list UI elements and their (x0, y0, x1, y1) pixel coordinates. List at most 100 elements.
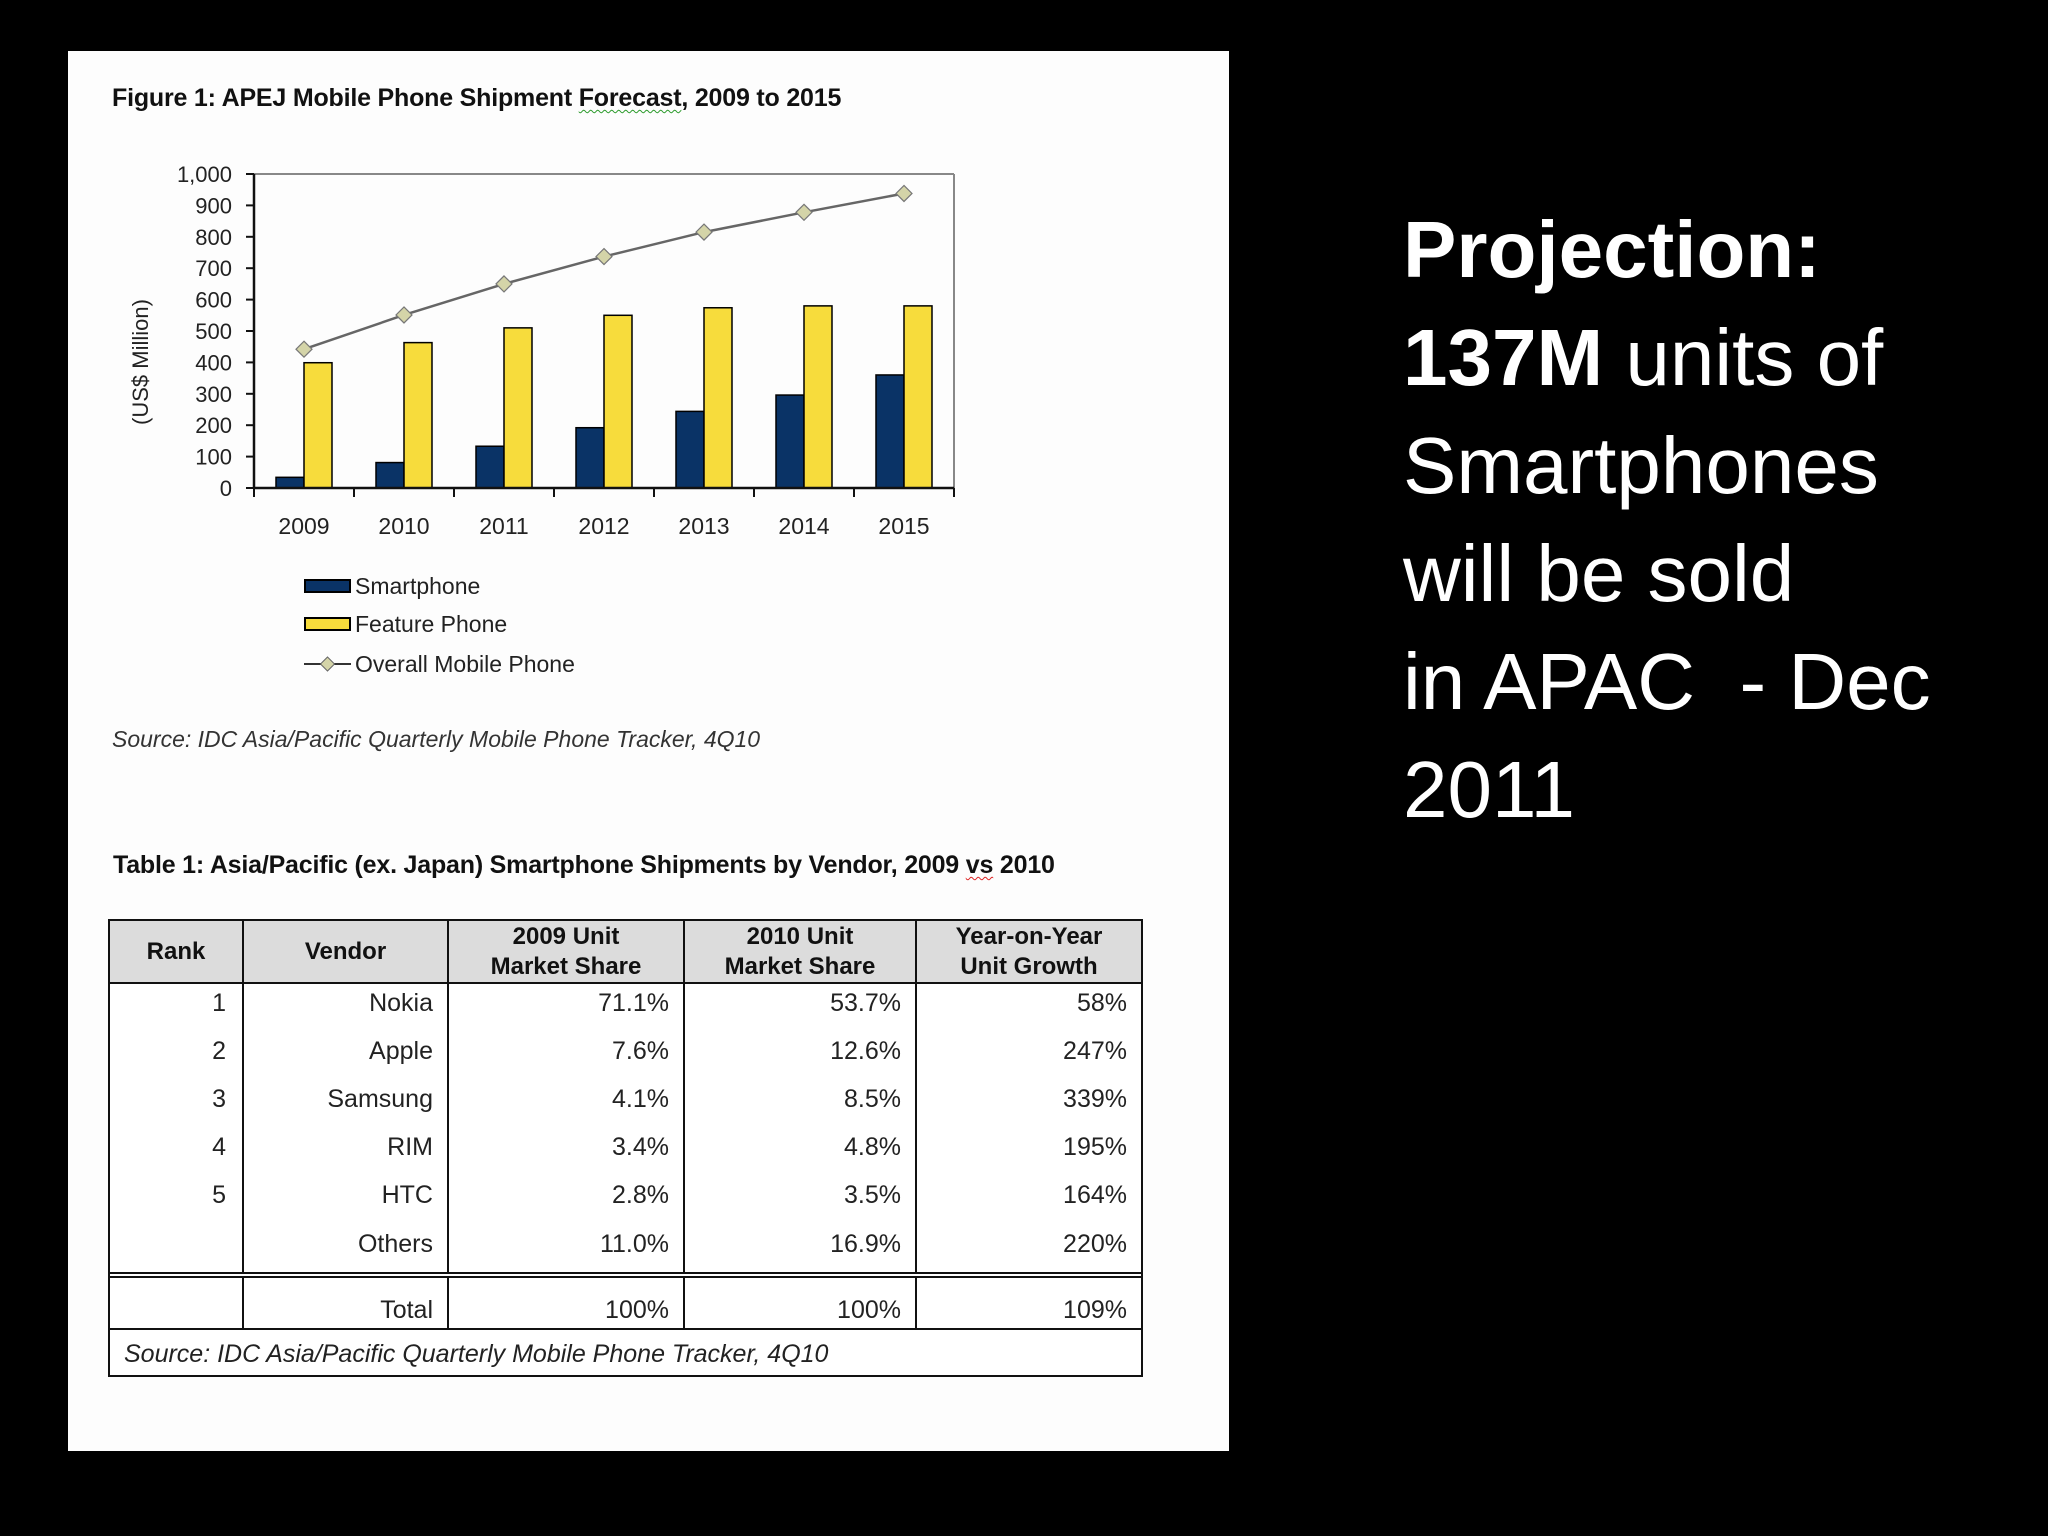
cell-rank: 2 (212, 1037, 226, 1065)
note-line: will be sold (1403, 529, 1795, 618)
header-vendor: Vendor (244, 921, 447, 982)
feature-phone-bar (903, 305, 933, 489)
cell-vendor: Total (380, 1296, 433, 1324)
header-line: 2010 Unit (746, 922, 854, 950)
y-tick-label: 500 (195, 319, 232, 344)
x-axis: 2009 2010 2011 2012 2013 2014 2015 (253, 486, 955, 539)
header-growth: Year-on-Year Unit Growth (917, 921, 1141, 982)
figure-title-flagged-word: Forecast (578, 84, 682, 112)
y-axis-label: (US$ Million) (128, 299, 153, 425)
table-title-prefix: Table 1: Asia/Pacific (ex. Japan) Smartp… (113, 851, 966, 879)
cell-growth: 339% (1063, 1085, 1127, 1113)
smartphone-bar (275, 476, 305, 489)
cell-growth: 247% (1063, 1037, 1127, 1065)
smartphone-bar (575, 426, 605, 489)
table-header: Rank Vendor 2009 Unit Market Share 2010 U… (110, 921, 1141, 984)
y-tick-label: 1,000 (177, 162, 232, 187)
legend-item-smartphone: Smartphone (304, 571, 480, 601)
cell-rank: 1 (212, 989, 226, 1017)
cell-share-2010: 4.8% (844, 1133, 901, 1161)
smartphone-swatch-icon (304, 579, 351, 593)
smartphone-bar (375, 461, 405, 489)
x-tick-label: 2011 (479, 513, 528, 539)
x-tick-label: 2013 (678, 513, 729, 539)
source-separator (110, 1328, 1141, 1330)
feature-phone-bar (503, 327, 533, 489)
cell-vendor: HTC (381, 1181, 433, 1209)
cell-share-2010: 53.7% (830, 989, 901, 1017)
header-text: 2009 Unit Market Share (491, 922, 642, 982)
header-share-2010: 2010 Unit Market Share (685, 921, 915, 982)
note-line: 2011 (1403, 745, 1576, 834)
y-axis: 0 100 200 300 400 500 600 700 800 900 1,000 (177, 162, 955, 501)
table-title-suffix: 2010 (993, 851, 1055, 879)
cell-growth: 164% (1063, 1181, 1127, 1209)
feature-phone-bar (603, 314, 633, 489)
diamond-marker-icon (395, 306, 413, 324)
feature-phone-swatch-icon (304, 617, 351, 631)
cell-vendor: Samsung (327, 1085, 433, 1113)
diamond-marker-icon (495, 275, 513, 293)
header-line: 2009 Unit (512, 922, 620, 950)
table-title-flagged-word: vs (965, 851, 994, 879)
legend-label: Feature Phone (355, 610, 508, 637)
y-tick-label: 0 (220, 476, 232, 501)
legend-item-overall: Overall Mobile Phone (304, 649, 575, 679)
cell-rank: 4 (212, 1133, 226, 1161)
column-divider (447, 921, 449, 1328)
cell-growth: 58% (1076, 989, 1127, 1017)
cell-share-2010: 12.6% (830, 1037, 901, 1065)
cell-vendor: Apple (369, 1037, 433, 1065)
smartphone-bar (475, 445, 505, 489)
header-text: Rank (146, 937, 206, 965)
cell-rank: 3 (212, 1085, 226, 1113)
y-tick-label: 300 (195, 382, 232, 407)
note-highlight: 137M (1403, 313, 1604, 402)
diamond-marker-icon (695, 223, 713, 241)
cell-rank: 5 (212, 1181, 226, 1209)
table-source: Source: IDC Asia/Pacific Quarterly Mobil… (124, 1340, 829, 1368)
header-text: Year-on-Year Unit Growth (956, 922, 1103, 982)
cell-share-2010: 16.9% (830, 1230, 901, 1258)
table-title: Table 1: Asia/Pacific (ex. Japan) Smartp… (113, 851, 1055, 880)
x-tick-label: 2009 (278, 513, 329, 539)
cell-growth: 109% (1063, 1296, 1127, 1324)
header-text: 2010 Unit Market Share (725, 922, 876, 982)
y-tick-label: 800 (195, 225, 232, 250)
y-tick-label: 900 (195, 193, 232, 218)
column-divider (915, 921, 917, 1328)
line-diamond-marker-icon (304, 656, 351, 672)
smartphone-bar (675, 410, 705, 489)
x-tick-label: 2014 (778, 513, 829, 539)
legend-label: Smartphone (355, 572, 481, 599)
cell-share-2009: 7.6% (612, 1037, 669, 1065)
feature-phone-bar (703, 307, 733, 489)
y-tick-label: 200 (195, 413, 232, 438)
smartphone-bar (875, 374, 905, 489)
total-separator (110, 1272, 1141, 1278)
header-share-2009: 2009 Unit Market Share (449, 921, 683, 982)
cell-share-2009: 11.0% (599, 1230, 669, 1258)
feature-phone-bar (403, 341, 433, 489)
cell-share-2010: 8.5% (844, 1085, 901, 1113)
cell-growth: 220% (1063, 1230, 1127, 1258)
cell-share-2010: 100% (837, 1296, 901, 1324)
cell-share-2009: 3.4% (612, 1133, 669, 1161)
diamond-marker-icon (795, 203, 813, 222)
cell-share-2010: 3.5% (844, 1181, 901, 1209)
note-line: in APAC - Dec (1403, 637, 1931, 726)
figure-title-suffix: , 2009 to 2015 (681, 84, 842, 112)
cell-share-2009: 100% (605, 1296, 669, 1324)
diamond-marker-icon (295, 340, 313, 359)
cell-share-2009: 71.1% (598, 989, 669, 1017)
legend-item-feature-phone: Feature Phone (304, 609, 507, 639)
cell-vendor: Others (357, 1230, 433, 1258)
y-tick-label: 100 (195, 445, 232, 470)
overall-line-series (295, 184, 913, 359)
x-tick-label: 2010 (378, 513, 429, 539)
note-line: Projection: (1403, 205, 1821, 294)
header-line: Market Share (490, 952, 642, 980)
header-line: Year-on-Year (955, 922, 1103, 950)
projection-note: Projection: 137M units of Smartphones wi… (1403, 196, 2023, 844)
diamond-marker-icon (595, 247, 613, 266)
